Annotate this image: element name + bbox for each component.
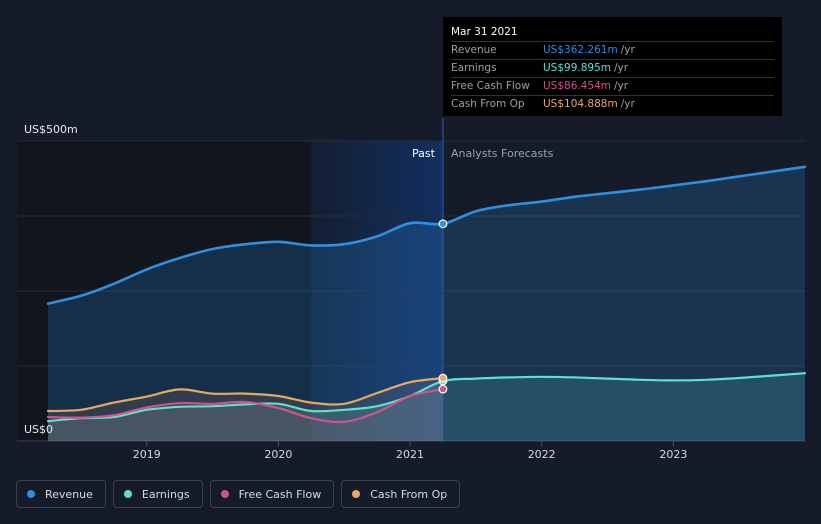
y-axis-max-label: US$500m: [24, 123, 78, 136]
legend-item-cash-from-op[interactable]: Cash From Op: [341, 480, 461, 508]
legend-item-earnings[interactable]: Earnings: [112, 480, 203, 508]
earnings-dot-icon: [123, 490, 132, 498]
tooltip-row-free-cash-flow: Free Cash Flow US$86.454m /yr: [451, 77, 774, 95]
cash-from-op-marker: [438, 373, 448, 383]
past-period-label: Past: [412, 147, 436, 160]
earnings-line: [46, 372, 807, 423]
free-cash-flow-line: [46, 388, 445, 424]
tooltip-row-cash-from-op: Cash From Op US$104.888m /yr: [451, 95, 774, 113]
x-tick-label: 2020: [264, 448, 292, 461]
tooltip-row-label: Revenue: [451, 44, 497, 56]
legend-item-free-cash-flow[interactable]: Free Cash Flow: [209, 480, 335, 508]
cash-from-op-area: [48, 378, 443, 441]
tooltip-row-earnings: Earnings US$99.895m /yr: [451, 59, 774, 77]
tooltip-row-label: Cash From Op: [451, 98, 525, 110]
free-cash-flow-marker: [438, 384, 448, 394]
tooltip-row-value: US$362.261m: [543, 44, 618, 56]
tooltip-row-value: US$99.895m: [543, 62, 611, 74]
tooltip-row-unit: /yr: [614, 62, 629, 74]
tooltip-row-value: US$86.454m: [543, 80, 611, 92]
earnings-area: [48, 373, 805, 441]
series-areas: [48, 166, 805, 442]
revenue-area: [48, 166, 805, 442]
tooltip-row-label: Free Cash Flow: [451, 80, 530, 92]
legend-item-revenue[interactable]: Revenue: [16, 480, 106, 508]
current-value-markers: [438, 219, 448, 394]
free-cash-flow-area: [48, 389, 443, 441]
revenue-line: [46, 165, 807, 305]
legend-label: Cash From Op: [370, 487, 448, 501]
legend-label: Earnings: [141, 487, 190, 501]
revenue-marker: [438, 219, 448, 229]
chart-legend: Revenue Earnings Free Cash Flow Cash Fro…: [16, 480, 461, 510]
x-tick-label: 2019: [133, 448, 161, 461]
data-tooltip: Mar 31 2021 Revenue US$362.261m /yr Earn…: [443, 17, 782, 116]
free-cash-flow-dot-icon: [220, 490, 229, 498]
x-axis: 2019 2020 2021 2022 2023: [133, 441, 687, 461]
tooltip-row-value: US$104.888m: [543, 98, 618, 110]
tooltip-row-unit: /yr: [620, 44, 635, 56]
legend-label: Free Cash Flow: [238, 487, 322, 501]
cash-from-op-dot-icon: [352, 490, 361, 498]
tooltip-row-label: Earnings: [451, 62, 497, 74]
x-tick-label: 2021: [396, 448, 424, 461]
gridlines: [17, 140, 805, 442]
x-tick-label: 2022: [528, 448, 556, 461]
x-tick-label: 2023: [659, 448, 687, 461]
forecast-period-label: Analysts Forecasts: [451, 147, 554, 160]
cash-from-op-line: [46, 377, 445, 413]
revenue-dot-icon: [27, 490, 35, 498]
legend-label: Revenue: [45, 487, 93, 501]
tooltip-date: Mar 31 2021: [451, 26, 518, 38]
y-axis-min-label: US$0: [24, 423, 53, 436]
tooltip-row-unit: /yr: [620, 98, 635, 110]
tooltip-row-revenue: Revenue US$362.261m /yr: [451, 41, 774, 59]
tooltip-row-unit: /yr: [614, 80, 629, 92]
series-lines: [46, 165, 807, 424]
